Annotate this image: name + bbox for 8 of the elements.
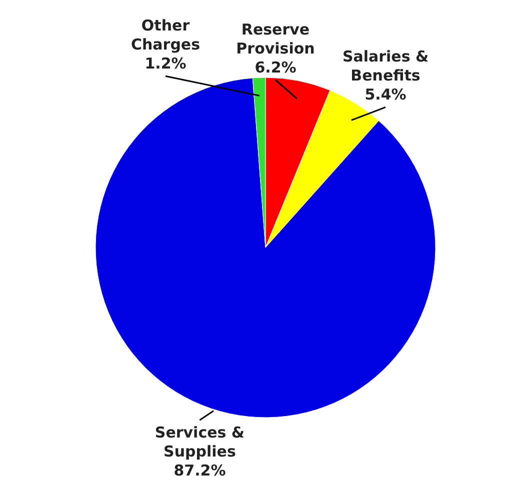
data-label: 87.2% [174,462,226,480]
slice-label: Other Charges [130,16,200,54]
slice-label: Services & Supplies [154,424,245,461]
data-label: 1.2% [144,54,186,73]
data-label: 6.2% [254,58,296,76]
slice-label: Salaries & Benefits [342,48,429,85]
slice-label: Reserve Provision [236,20,315,58]
data-label: 5.4% [364,86,406,104]
